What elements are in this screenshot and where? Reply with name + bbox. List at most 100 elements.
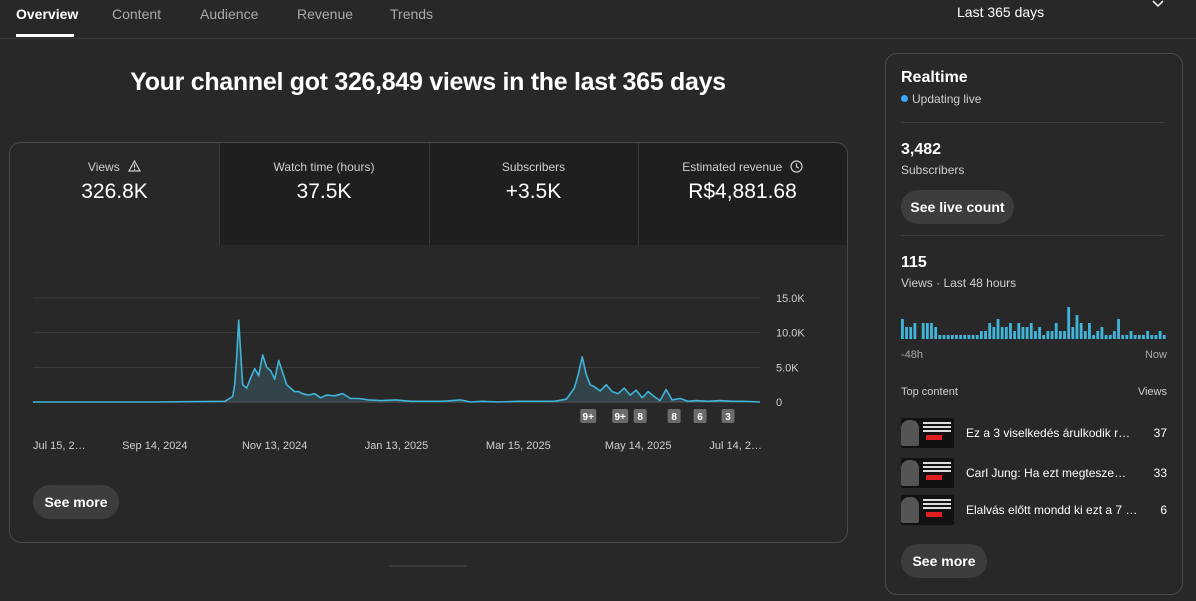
realtime-bar xyxy=(975,335,979,339)
annotation-label: 6 xyxy=(697,412,703,423)
page-title: Your channel got 326,849 views in the la… xyxy=(130,68,726,96)
top-content-label: Top content xyxy=(901,386,958,398)
realtime-bar xyxy=(905,327,908,339)
video-thumbnail xyxy=(901,495,954,525)
metric-tab-views[interactable]: Views 326.8K xyxy=(10,143,219,245)
realtime-bar xyxy=(971,335,975,339)
realtime-bar xyxy=(930,323,933,339)
realtime-bar xyxy=(979,331,983,339)
realtime-bar xyxy=(1075,315,1079,339)
realtime-bar xyxy=(913,323,917,339)
realtime-bar xyxy=(1146,331,1150,339)
top-content-views-header: Views xyxy=(1137,386,1167,398)
realtime-bar xyxy=(1046,331,1050,339)
video-thumbnail xyxy=(901,418,954,448)
tab-audience[interactable]: Audience xyxy=(200,6,259,22)
annotation-marker[interactable]: 8 xyxy=(633,409,647,423)
realtime-bar xyxy=(1054,323,1058,339)
metric-value-subscribers: +3.5K xyxy=(505,180,562,203)
realtime-axis-end: Now xyxy=(1144,349,1167,361)
video-views: 37 xyxy=(1153,426,1167,440)
realtime-bar xyxy=(1017,323,1021,339)
realtime-bar xyxy=(1108,335,1112,339)
active-tab-indicator xyxy=(16,34,74,37)
realtime-bar xyxy=(1125,335,1129,339)
realtime-bar xyxy=(1121,335,1125,339)
metric-label-views: Views xyxy=(87,160,120,174)
realtime-bar xyxy=(921,323,925,339)
warning-icon xyxy=(128,159,142,172)
metric-divider xyxy=(219,143,220,245)
realtime-bar xyxy=(938,335,942,339)
annotation-marker[interactable]: 6 xyxy=(693,409,707,423)
metric-tab-subscribers[interactable]: Subscribers +3.5K xyxy=(429,143,638,245)
y-tick-label: 10.0K xyxy=(776,328,805,340)
views-chart[interactable]: 15.0K 10.0K 5.0K 0 Jul 15, 2… Sep 14, 2024 Nov… xyxy=(10,245,847,475)
realtime-bar xyxy=(1137,335,1141,339)
subscriber-count: 3,482 xyxy=(901,141,942,158)
chevron-down-icon[interactable] xyxy=(1150,0,1166,12)
realtime-bar xyxy=(992,327,996,339)
annotation-marker[interactable]: 9+ xyxy=(612,409,629,423)
see-more-top-content-button[interactable]: See more xyxy=(901,544,987,578)
video-title: Elalvás előtt mondd ki ezt a 7 … xyxy=(966,503,1138,517)
tab-content[interactable]: Content xyxy=(112,6,162,22)
date-range-selector[interactable]: Last 365 days xyxy=(957,4,1045,20)
live-dot-icon xyxy=(901,95,908,102)
top-content-item[interactable]: Ez a 3 viselkedés árulkodik r… 37 xyxy=(901,418,1167,450)
tab-trends[interactable]: Trends xyxy=(390,6,434,22)
realtime-title: Realtime xyxy=(901,69,968,86)
tab-revenue[interactable]: Revenue xyxy=(297,6,354,22)
realtime-bar xyxy=(925,323,929,339)
realtime-bar xyxy=(1038,327,1041,339)
realtime-bar xyxy=(963,335,967,339)
x-tick-label: May 14, 2025 xyxy=(605,440,672,452)
realtime-bar xyxy=(1013,331,1017,339)
realtime-bar xyxy=(1025,327,1029,339)
realtime-bar xyxy=(1034,331,1037,339)
metric-tab-revenue[interactable]: Estimated revenue R$4,881.68 xyxy=(638,143,847,245)
metric-tabs: Views 326.8K Watch time (hours) 37.5K Su… xyxy=(10,143,847,245)
see-more-button[interactable]: See more xyxy=(33,485,119,519)
realtime-bar xyxy=(1029,323,1033,339)
see-live-count-button[interactable]: See live count xyxy=(901,190,1014,224)
realtime-bar xyxy=(1067,307,1071,339)
realtime-views-chart[interactable] xyxy=(901,307,1167,341)
top-content-item[interactable]: Elalvás előtt mondd ki ezt a 7 … 6 xyxy=(901,495,1167,527)
realtime-bar xyxy=(1092,335,1096,339)
realtime-bar xyxy=(1117,319,1120,339)
annotation-marker[interactable]: 3 xyxy=(721,409,735,423)
metric-value-views: 326.8K xyxy=(81,180,148,203)
annotation-label: 8 xyxy=(671,412,677,423)
realtime-bar xyxy=(1000,327,1004,339)
tab-overview[interactable]: Overview xyxy=(16,6,79,22)
realtime-bar xyxy=(1058,331,1062,339)
metric-value-revenue: R$4,881.68 xyxy=(688,180,797,203)
realtime-bar xyxy=(988,323,992,339)
realtime-bar xyxy=(1104,335,1108,339)
video-views: 33 xyxy=(1153,466,1167,480)
realtime-bar xyxy=(1083,331,1087,339)
realtime-bar xyxy=(1050,331,1054,339)
realtime-bar xyxy=(996,319,1000,339)
metric-tab-watch-time[interactable]: Watch time (hours) 37.5K xyxy=(219,143,429,245)
metric-divider xyxy=(638,143,639,245)
realtime-bar xyxy=(959,335,963,339)
annotation-marker[interactable]: 9+ xyxy=(580,409,597,423)
metric-label-watch-time: Watch time (hours) xyxy=(273,160,375,174)
realtime-bar xyxy=(1009,323,1012,339)
annotation-label: 9+ xyxy=(583,412,595,423)
annotation-marker[interactable]: 8 xyxy=(667,409,681,423)
realtime-bar xyxy=(1112,331,1116,339)
realtime-bar xyxy=(909,327,913,339)
y-tick-label: 5.0K xyxy=(776,362,799,374)
realtime-bar xyxy=(1142,335,1145,339)
realtime-axis-start: -48h xyxy=(901,349,924,361)
realtime-bar xyxy=(1158,331,1162,339)
realtime-bar xyxy=(967,335,971,339)
scroll-indicator[interactable] xyxy=(389,565,467,567)
views-area xyxy=(33,320,760,402)
top-content-item[interactable]: Carl Jung: Ha ezt megtesze… 33 xyxy=(901,458,1167,490)
realtime-bar xyxy=(1004,327,1008,339)
metric-label-subscribers: Subscribers xyxy=(501,160,566,174)
